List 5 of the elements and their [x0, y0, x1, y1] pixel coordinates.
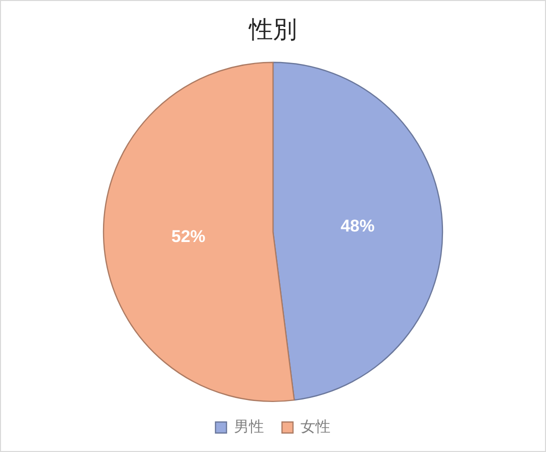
data-label: 52% [171, 226, 206, 246]
legend-label: 女性 [300, 417, 330, 436]
chart-title: 性別 [248, 16, 297, 44]
data-label: 48% [340, 216, 375, 236]
legend-label: 男性 [234, 417, 264, 436]
